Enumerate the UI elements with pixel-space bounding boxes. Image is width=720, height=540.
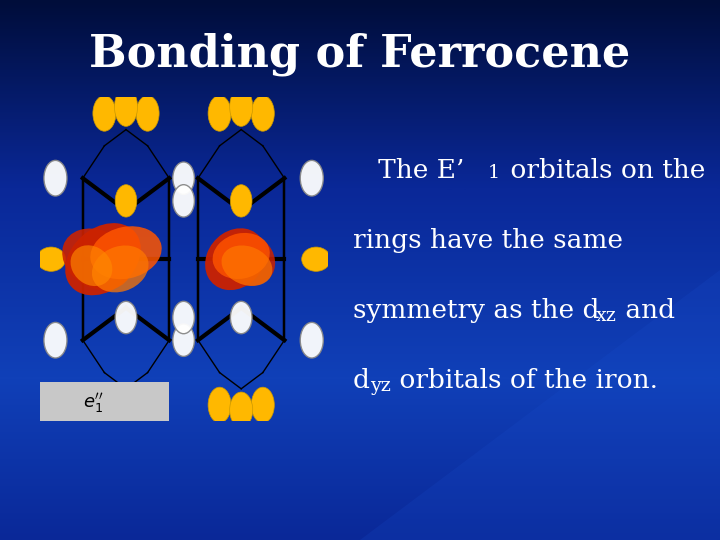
Text: rings have the same: rings have the same	[353, 228, 623, 253]
Ellipse shape	[62, 228, 132, 290]
Text: d: d	[353, 368, 369, 394]
Ellipse shape	[93, 96, 116, 131]
Ellipse shape	[136, 96, 159, 131]
Text: yz: yz	[370, 377, 391, 395]
Text: orbitals of the iron.: orbitals of the iron.	[390, 368, 657, 394]
Ellipse shape	[300, 322, 323, 358]
Bar	[40, 382, 169, 421]
Polygon shape	[216, 270, 720, 540]
Ellipse shape	[302, 247, 330, 271]
Ellipse shape	[173, 301, 194, 334]
Text: 1: 1	[488, 164, 500, 181]
Ellipse shape	[173, 324, 194, 356]
Text: and: and	[618, 298, 675, 323]
Ellipse shape	[212, 233, 270, 279]
Ellipse shape	[251, 387, 274, 423]
Text: The E’: The E’	[353, 158, 464, 183]
Ellipse shape	[208, 96, 231, 131]
Text: symmetry as the d: symmetry as the d	[353, 298, 599, 323]
Text: orbitals on the: orbitals on the	[503, 158, 706, 183]
Ellipse shape	[114, 392, 138, 428]
Ellipse shape	[230, 301, 252, 334]
Ellipse shape	[66, 223, 140, 295]
Ellipse shape	[44, 322, 67, 358]
Ellipse shape	[251, 96, 274, 131]
Ellipse shape	[208, 387, 231, 423]
Ellipse shape	[173, 162, 194, 194]
Ellipse shape	[222, 246, 272, 286]
Ellipse shape	[230, 87, 253, 126]
Ellipse shape	[230, 392, 253, 428]
Text: xz: xz	[595, 307, 616, 325]
Ellipse shape	[115, 301, 137, 334]
Ellipse shape	[219, 232, 275, 286]
Ellipse shape	[115, 185, 137, 217]
Ellipse shape	[90, 226, 162, 279]
Text: $e_1^{\prime\prime}$: $e_1^{\prime\prime}$	[83, 392, 104, 415]
Ellipse shape	[300, 160, 323, 196]
Ellipse shape	[37, 247, 66, 271]
Ellipse shape	[114, 87, 138, 126]
Ellipse shape	[205, 228, 266, 290]
Ellipse shape	[92, 246, 148, 292]
Ellipse shape	[71, 245, 112, 286]
Text: Bonding of Ferrocene: Bonding of Ferrocene	[89, 33, 631, 76]
Ellipse shape	[44, 160, 67, 196]
Ellipse shape	[93, 387, 116, 423]
Ellipse shape	[173, 185, 194, 217]
Ellipse shape	[230, 185, 252, 217]
Ellipse shape	[136, 387, 159, 423]
